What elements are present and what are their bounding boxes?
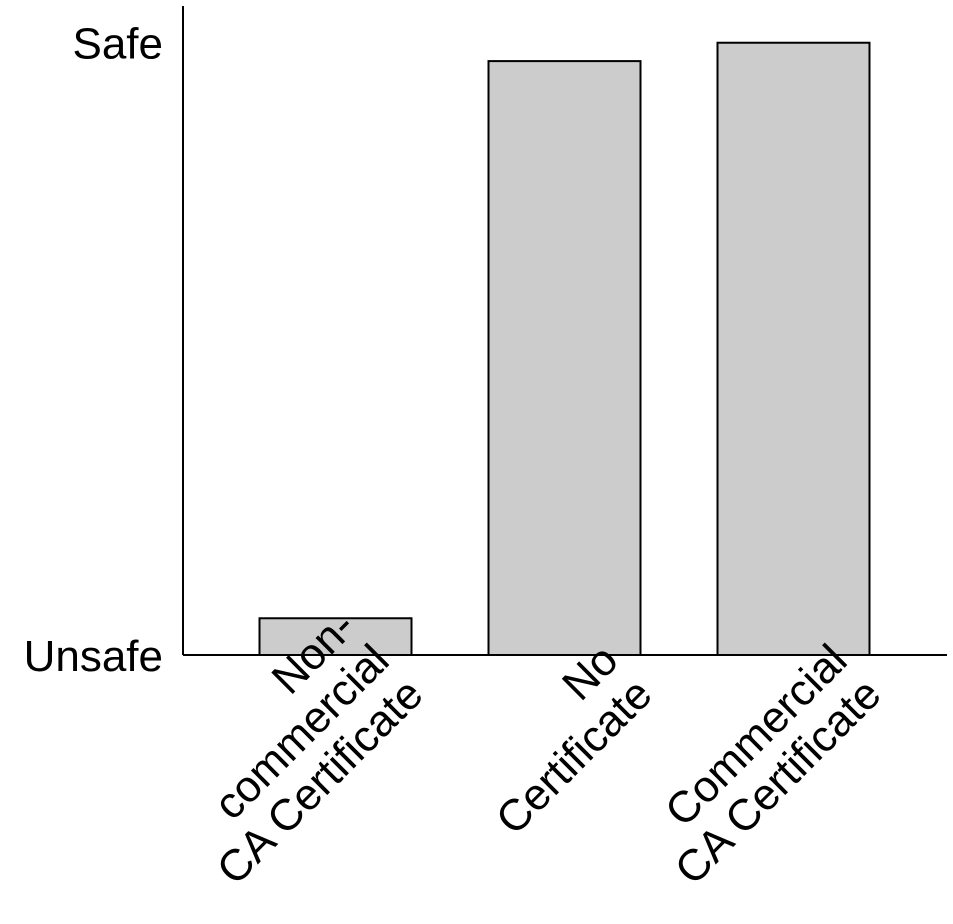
y-tick-labels: Unsafe Safe [24, 20, 163, 681]
bar-1 [258, 617, 413, 657]
bar-3 [716, 41, 871, 657]
y-tick-label-2: Safe [72, 20, 163, 69]
bars-group [258, 41, 871, 657]
y-tick-label-1: Unsafe [24, 632, 163, 681]
bar-2 [487, 60, 642, 657]
